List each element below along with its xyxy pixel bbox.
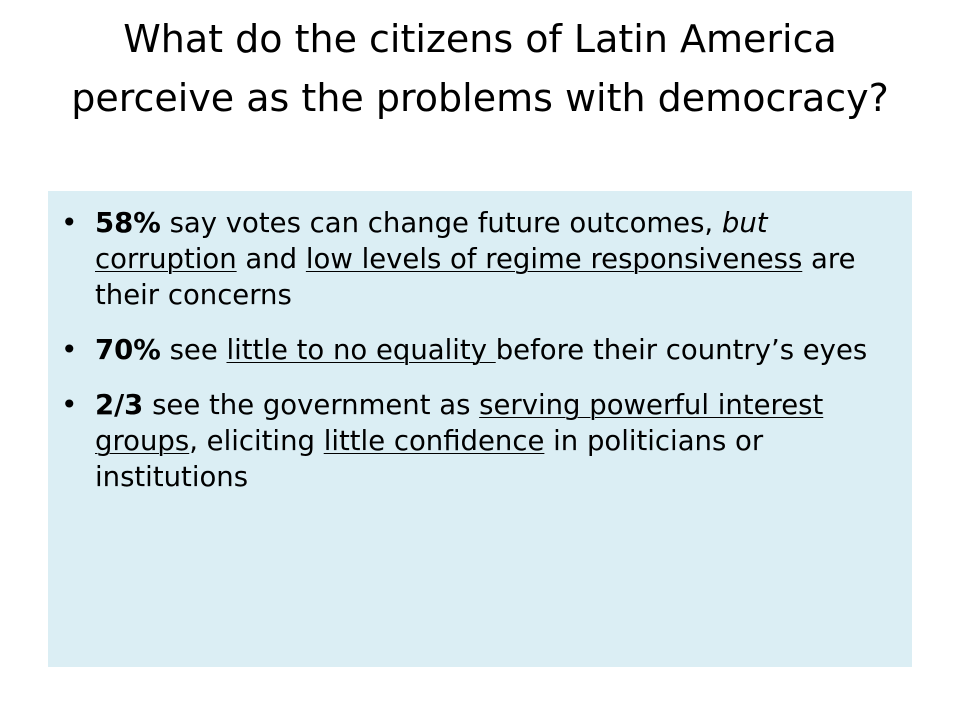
bullet-3-text: in politicians or institutions — [95, 425, 764, 493]
bullet-2-text: see — [160, 334, 227, 366]
bullet-3-text: , eliciting — [189, 425, 324, 457]
bullet-3-stat: 2/3 — [95, 389, 144, 421]
bullet-1-text: and — [236, 243, 306, 275]
bullet-1-emphasis: but — [721, 207, 768, 239]
bullet-2-text: before their country’s eyes — [495, 334, 868, 366]
bullet-icon: • — [61, 388, 78, 421]
bullet-icon: • — [61, 333, 78, 366]
bullet-list: • 58% say votes can change future outcom… — [48, 205, 912, 514]
bullet-item-1: • 58% say votes can change future outcom… — [48, 205, 912, 313]
bullet-3-underlined: serving powerful interest groups — [95, 389, 824, 457]
bullet-1-underlined: low levels of regime responsiveness — [305, 243, 803, 275]
bullet-3-underlined: little confidence — [323, 425, 545, 457]
bullet-1-underlined: corruption — [95, 243, 237, 275]
bullet-item-2: • 70% see little to no equality before t… — [48, 332, 912, 368]
content-box: • 58% say votes can change future outcom… — [48, 191, 912, 667]
bullet-item-3: • 2/3 see the government as serving powe… — [48, 387, 912, 495]
bullet-1-stat: 58% — [95, 207, 161, 239]
bullet-icon: • — [61, 206, 78, 239]
bullet-1-text: say votes can change future outcomes, — [160, 207, 722, 239]
bullet-2-stat: 70% — [95, 334, 161, 366]
bullet-3-text: see the government as — [143, 389, 480, 421]
bullet-1-text: are their concerns — [95, 243, 856, 311]
bullet-2-underlined: little to no equality — [226, 334, 496, 366]
slide-title: What do the citizens of Latin America pe… — [71, 17, 889, 120]
